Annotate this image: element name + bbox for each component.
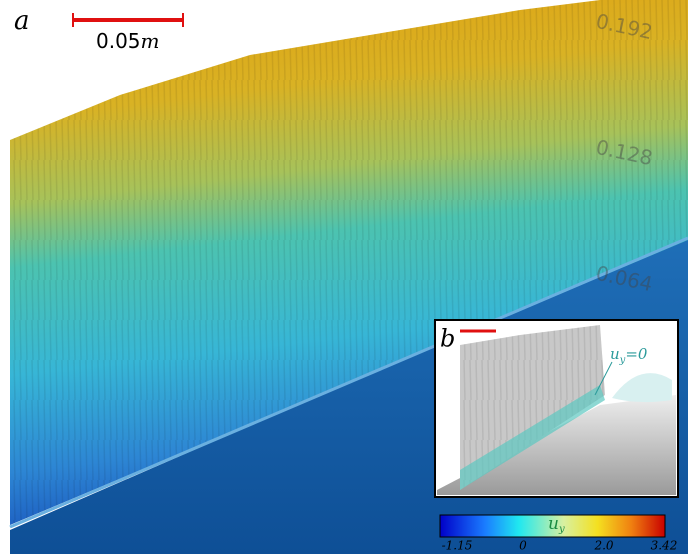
- scale-value: 0.05: [96, 29, 141, 53]
- wall-base: [9, 236, 688, 529]
- inset-floor: [437, 395, 676, 495]
- annotation-symbol: u: [610, 345, 620, 363]
- colorbar-tick-label: -1.15: [442, 539, 473, 553]
- panel-label: a: [14, 6, 30, 36]
- colorbar-title: uy: [548, 514, 565, 535]
- annotation-pointer: [594, 361, 613, 396]
- wall-texture: [10, 0, 688, 525]
- annotation-rest: =0: [625, 345, 648, 363]
- colorbar-scale: [439, 514, 666, 538]
- inset-bubble: [612, 373, 672, 403]
- panel-label: b: [440, 325, 455, 353]
- panel-b: b uy=0: [434, 319, 679, 498]
- colorbar-subscript: y: [558, 524, 565, 535]
- annotation-subscript: y: [619, 355, 626, 366]
- colorbar-tick-label: 3.42: [651, 539, 678, 553]
- scale-unit: m: [141, 29, 160, 53]
- colorbar: uy -1.15 0 2.0 3.42: [439, 514, 678, 553]
- annotation: uy=0: [610, 345, 648, 366]
- scale-label: 0.05m: [96, 29, 160, 53]
- colorbar-symbol: u: [548, 514, 559, 534]
- inset-zero-surface: [460, 385, 605, 490]
- colorbar-tick-label: 2.0: [593, 539, 613, 553]
- colorbar-tick-label: 0: [519, 539, 527, 553]
